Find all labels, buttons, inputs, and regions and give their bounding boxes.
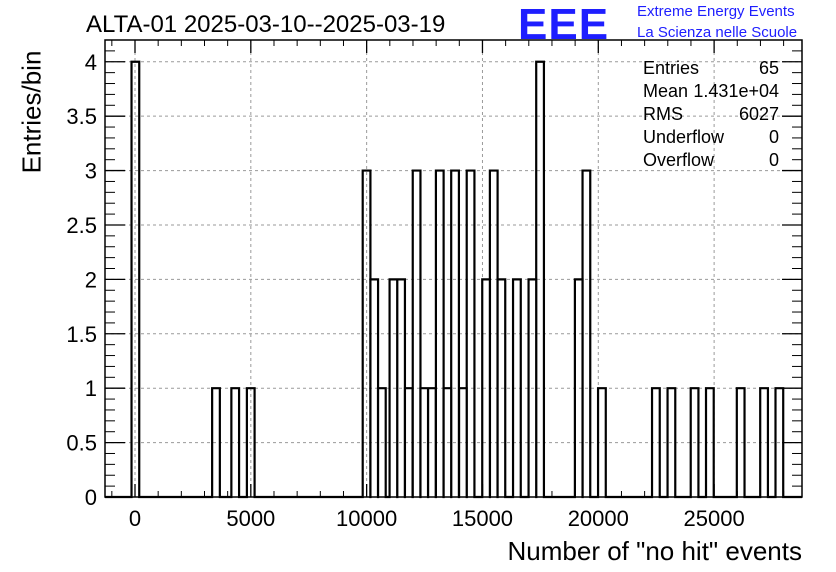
histogram-bin-20 [498,279,506,497]
stat-key: Mean [643,81,689,101]
stat-value: 0 [768,150,779,170]
axis-ticks [105,39,802,498]
histogram-bin-14 [444,388,452,497]
histogram-bin-17 [467,171,475,497]
stat-row-entries: Entries 65 [643,58,779,81]
histogram-bin-15 [451,171,459,497]
histogram-bin-29 [691,388,699,497]
histogram-bin-25 [583,171,591,497]
histogram-bin-22 [529,279,537,497]
histogram-bin-24 [575,279,583,497]
histogram-bin-30 [706,388,714,497]
histogram-bin-19 [490,171,498,497]
axis-tick-labels: 0 5000 10000 15000 20000 25000 0 0.5 1 1.5 2 2.5 3 3.… [66,50,744,531]
stat-row-overflow: Overflow 0 [643,150,779,173]
histogram-bin-11 [420,388,428,497]
stat-key: RMS [643,104,683,124]
stat-value: 1.431e+04 [693,81,779,101]
histogram-bin-7 [390,279,398,497]
y-tick-label: 0 [85,485,97,510]
stat-key: Underflow [643,127,725,147]
x-tick-label: 20000 [568,506,629,531]
y-tick-label: 4 [85,50,97,75]
x-tick-label: 25000 [684,506,745,531]
x-tick-label: 15000 [452,506,513,531]
histogram-bin-2 [231,388,239,497]
histogram-bin-13 [436,171,444,497]
histogram-bin-23 [536,62,544,497]
logo-line-1: Extreme Energy Events [637,3,795,20]
chart-title: ALTA-01 2025-03-10--2025-03-19 [86,11,446,38]
histogram-bin-1 [212,388,220,497]
logo-line-2: La Scienza nelle Scuole [637,24,798,41]
stats-box: Entries 65 Mean 1.431e+04 RMS 6027 Under… [643,58,779,173]
y-tick-label: 1.5 [66,322,97,347]
histogram-bin-0 [132,62,140,497]
x-tick-label: 10000 [336,506,397,531]
y-tick-label: 2 [85,267,97,292]
histogram-bin-5 [370,279,378,497]
x-tick-label: 0 [129,506,141,531]
stat-value: 6027 [738,104,779,124]
x-axis-label: Number of "no hit" events [507,536,803,566]
histogram-bin-12 [428,388,436,497]
grid-lines [105,40,802,497]
histogram-bin-3 [247,388,255,497]
histogram-bin-16 [459,388,467,497]
stat-key: Overflow [643,150,715,170]
histogram-bin-18 [482,279,490,497]
histogram-bin-21 [513,279,521,497]
x-tick-label: 5000 [226,506,275,531]
stat-value: 65 [758,58,779,78]
stat-row-rms: RMS 6027 [643,104,779,127]
y-tick-label: 2.5 [66,213,97,238]
histogram-bin-9 [405,388,413,497]
stat-row-mean: Mean 1.431e+04 [643,81,779,104]
histogram-bin-27 [652,388,660,497]
eee-logo-mark: EEE [518,0,610,49]
histogram-bin-4 [363,171,371,497]
y-axis-label: Entries/bin [16,50,47,174]
histogram-bin-28 [668,388,676,497]
histogram-bin-8 [397,279,405,497]
histogram-bin-31 [737,388,745,497]
stat-row-underflow: Underflow 0 [643,127,779,150]
stat-value: 0 [768,127,779,147]
histogram-bin-26 [598,388,606,497]
histogram-bin-32 [760,388,768,497]
y-tick-label: 3 [85,159,97,184]
y-tick-label: 3.5 [66,104,97,129]
stat-key: Entries [643,58,700,78]
histogram-bin-6 [378,388,386,497]
histogram-bin-10 [413,171,421,497]
y-tick-label: 1 [85,376,97,401]
y-tick-label: 0.5 [66,431,97,456]
